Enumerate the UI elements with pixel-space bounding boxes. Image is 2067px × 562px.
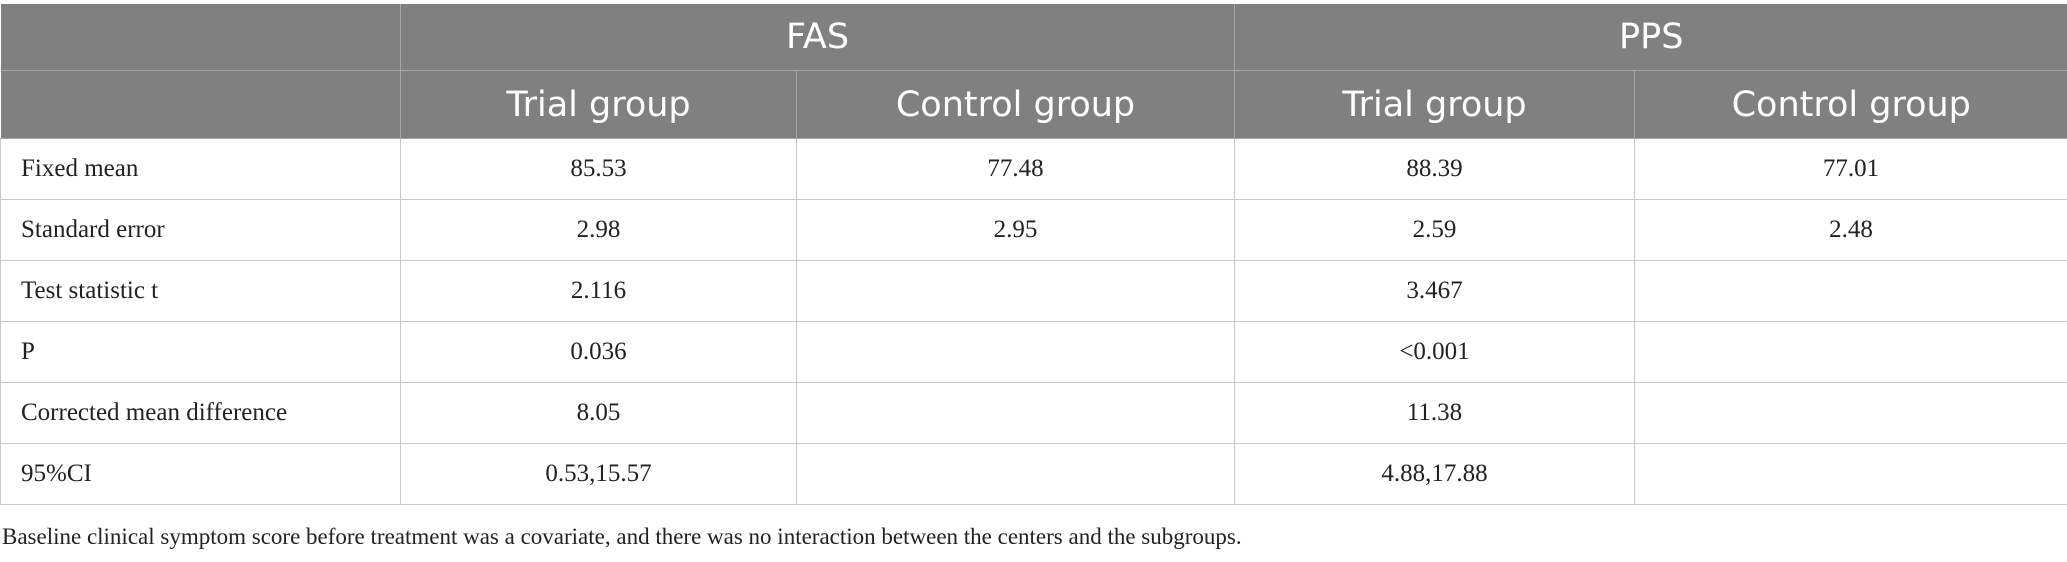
row-label: Test statistic t bbox=[0, 260, 401, 322]
table-cell: 11.38 bbox=[1234, 382, 1635, 444]
table-cell: 2.98 bbox=[400, 199, 797, 261]
table-footnote: Baseline clinical symptom score before t… bbox=[2, 524, 1242, 549]
row-label: Standard error bbox=[0, 199, 401, 261]
table-cell: 77.48 bbox=[796, 138, 1235, 200]
table-cell bbox=[796, 443, 1235, 505]
row-label: 95%CI bbox=[0, 443, 401, 505]
table-cell bbox=[796, 382, 1235, 444]
table-cell: 88.39 bbox=[1234, 138, 1635, 200]
results-table: FAS PPS Trial group Control group Trial … bbox=[0, 4, 2067, 505]
header-group-pps: PPS bbox=[1234, 4, 2067, 71]
table-cell: 0.036 bbox=[400, 321, 797, 383]
row-label: Fixed mean bbox=[0, 138, 401, 200]
header-row-subgroups: Trial group Control group Trial group Co… bbox=[0, 70, 2067, 139]
header-pps-control: Control group bbox=[1634, 70, 2067, 139]
header-fas-control: Control group bbox=[796, 70, 1235, 139]
table-cell: 2.59 bbox=[1234, 199, 1635, 261]
table-cell bbox=[796, 321, 1235, 383]
table-row: Fixed mean 85.53 77.48 88.39 77.01 bbox=[0, 138, 2067, 200]
table-row: Standard error 2.98 2.95 2.59 2.48 bbox=[0, 199, 2067, 261]
header-corner-bottom bbox=[0, 70, 401, 139]
table-cell: 2.95 bbox=[796, 199, 1235, 261]
header-corner-top bbox=[0, 4, 401, 71]
table-cell: 2.116 bbox=[400, 260, 797, 322]
table-cell bbox=[1634, 443, 2067, 505]
table-cell: <0.001 bbox=[1234, 321, 1635, 383]
row-label: Corrected mean difference bbox=[0, 382, 401, 444]
table-cell bbox=[796, 260, 1235, 322]
table-cell: 3.467 bbox=[1234, 260, 1635, 322]
table-cell: 0.53,15.57 bbox=[400, 443, 797, 505]
table-row: Test statistic t 2.116 3.467 bbox=[0, 260, 2067, 322]
header-pps-trial: Trial group bbox=[1234, 70, 1635, 139]
table-cell bbox=[1634, 260, 2067, 322]
table-cell: 8.05 bbox=[400, 382, 797, 444]
header-fas-trial: Trial group bbox=[400, 70, 797, 139]
table-cell: 4.88,17.88 bbox=[1234, 443, 1635, 505]
header-row-groups: FAS PPS bbox=[0, 4, 2067, 71]
header-group-fas: FAS bbox=[400, 4, 1235, 71]
table-cell bbox=[1634, 382, 2067, 444]
table-row: Corrected mean difference 8.05 11.38 bbox=[0, 382, 2067, 444]
results-table-container: FAS PPS Trial group Control group Trial … bbox=[0, 4, 2067, 505]
row-label: P bbox=[0, 321, 401, 383]
table-cell bbox=[1634, 321, 2067, 383]
table-row: 95%CI 0.53,15.57 4.88,17.88 bbox=[0, 443, 2067, 505]
table-row: P 0.036 <0.001 bbox=[0, 321, 2067, 383]
table-cell: 77.01 bbox=[1634, 138, 2067, 200]
table-cell: 85.53 bbox=[400, 138, 797, 200]
table-cell: 2.48 bbox=[1634, 199, 2067, 261]
